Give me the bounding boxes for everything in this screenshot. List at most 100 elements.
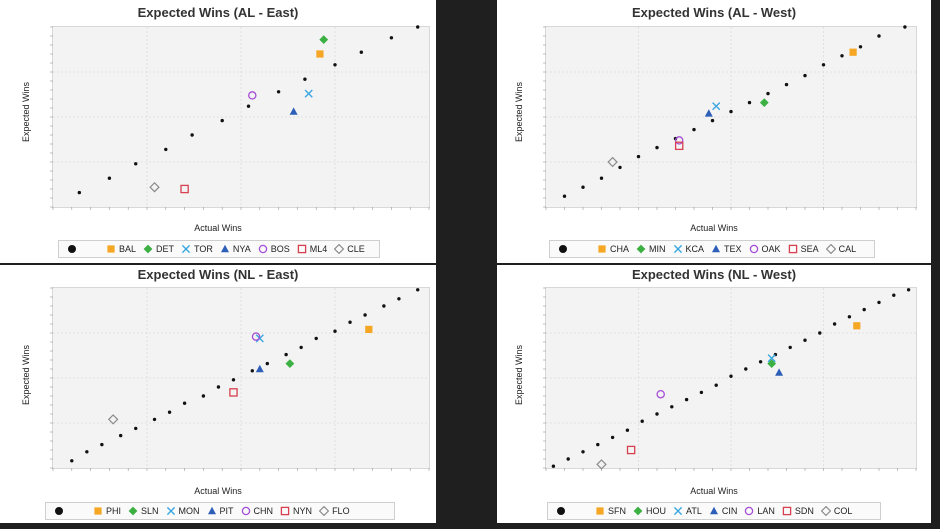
legend-marker-icon [143, 244, 153, 254]
data-point-trend [710, 118, 715, 123]
legend-marker-icon [68, 245, 76, 253]
legend-marker-icon [181, 244, 191, 254]
chart-title: Expected Wins (AL - West) [631, 5, 797, 20]
legend-symbol-icon [107, 245, 115, 253]
data-point-tor [304, 89, 313, 98]
legend-marker-icon [636, 244, 646, 254]
legend-label: OAK [761, 244, 781, 254]
data-point-trend [134, 426, 138, 431]
legend-dot-icon [55, 507, 63, 515]
plot-area [50, 287, 430, 471]
data-point-trend [636, 154, 641, 159]
data-point-trend [699, 390, 704, 395]
legend-symbol-icon [820, 506, 831, 516]
legend-symbol-icon [709, 506, 718, 515]
plot-area [543, 287, 917, 471]
legend-label: PIT [219, 506, 234, 516]
legend-item-trend [54, 506, 67, 516]
data-point-trend [903, 25, 907, 29]
legend-item-phi: PHI [93, 506, 121, 516]
axis-ticks [50, 287, 430, 471]
data-point-atl [767, 354, 776, 363]
legend-marker-icon [673, 506, 683, 516]
data-point-trend [714, 383, 718, 387]
data-point-trend [818, 331, 822, 335]
legend-item-cle: CLE [334, 244, 365, 254]
plot-area [543, 25, 917, 210]
data-point-sea [674, 141, 684, 151]
data-point-sfn [853, 322, 861, 330]
axis-ticks [543, 26, 917, 210]
legend-label: NYA [232, 244, 251, 254]
data-point-trend [389, 36, 394, 40]
legend-item-cal: CAL [825, 244, 857, 254]
data-point-trend [610, 435, 615, 440]
data-point-trend [70, 459, 74, 463]
legend-label: BOS [270, 244, 290, 254]
data-point-trend [303, 77, 307, 81]
legend-symbol-icon [128, 506, 138, 516]
legend-dot-icon [559, 245, 567, 253]
data-point-min [759, 98, 769, 107]
data-point-trend [858, 45, 863, 49]
x-axis-label: Actual Wins [690, 486, 738, 496]
data-point-trend [100, 442, 104, 447]
data-point-tex [704, 109, 713, 117]
legend-marker-icon [166, 506, 175, 516]
data-point-trend [333, 329, 337, 333]
legend-symbol-icon [166, 506, 175, 516]
data-point-trend [152, 417, 157, 422]
legend-item-atl: ATL [673, 506, 702, 516]
data-point-trend [784, 82, 789, 87]
data-point-trend [655, 145, 659, 150]
legend-marker-icon [297, 244, 306, 254]
legend-item-sea: SEA [788, 244, 819, 254]
legend-symbol-icon [596, 507, 604, 515]
legend-marker-icon [782, 506, 792, 516]
data-point-trend [692, 127, 696, 132]
legend-item-nya: NYA [220, 244, 251, 254]
legend-dot-icon [557, 507, 565, 515]
legend-item-flo: FLO [319, 506, 350, 516]
data-point-trend [766, 91, 770, 96]
data-point-trend [729, 374, 733, 378]
data-point-trend [397, 297, 401, 301]
legend-symbol-icon [94, 507, 102, 515]
gridlines [53, 27, 429, 207]
data-point-lan [656, 389, 665, 399]
legend-symbol-icon [143, 244, 153, 254]
gridlines [53, 288, 429, 468]
legend-symbol-icon [673, 244, 682, 254]
legend-marker-icon [596, 507, 604, 515]
legend-item-trend [556, 506, 569, 516]
data-point-trend [250, 369, 254, 373]
axis-ticks [50, 26, 430, 210]
legend-item-pit: PIT [207, 506, 234, 516]
data-point-trend [599, 176, 604, 180]
data-point-nya [289, 107, 298, 115]
legend-label: CAL [838, 244, 857, 254]
legend-symbol-icon [297, 244, 306, 254]
scatter-plot [50, 287, 430, 471]
data-point-trend [832, 322, 837, 326]
legend-item-nyn: NYN [280, 506, 312, 516]
data-point-trend [314, 336, 318, 341]
legend-marker-icon [107, 245, 115, 253]
legend-label: BAL [119, 244, 137, 254]
legend-label: SDN [794, 506, 814, 516]
legend-marker-icon [788, 244, 797, 254]
data-point-trend [276, 90, 281, 94]
data-point-bos [248, 91, 257, 100]
data-point-nyn [229, 388, 238, 397]
scatter-plot [543, 25, 917, 210]
legend-symbol-icon [181, 244, 191, 254]
data-point-trend [655, 412, 659, 416]
legend-item-hou: HOU [633, 506, 666, 516]
legend-item-bal: BAL [106, 244, 136, 254]
legend-label: KCA [685, 244, 705, 254]
chart-panel-al-west: Expected Wins (AL - West) Expected Wins … [497, 0, 931, 263]
data-point-sln [285, 359, 295, 368]
legend-label: CHN [253, 506, 274, 516]
legend-marker-icon [673, 244, 682, 254]
data-point-trend [416, 25, 420, 29]
